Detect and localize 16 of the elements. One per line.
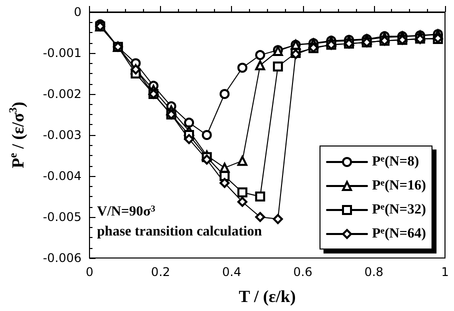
y-tick-label: -0.001 (42, 46, 82, 60)
y-tick-label: -0.006 (42, 251, 82, 265)
x-tick-label: 0.6 (293, 265, 312, 279)
y-tick-label: -0.004 (42, 169, 82, 183)
y-tick-label: -0.003 (42, 128, 82, 142)
y-tick-label: 0 (74, 5, 82, 19)
annotation: phase transition calculation (97, 224, 262, 240)
x-tick-label: 0.8 (364, 265, 384, 279)
x-tick-label: 1 (441, 265, 449, 279)
x-tick-label: 0 (86, 265, 94, 279)
y-tick-label: -0.005 (42, 210, 82, 224)
x-axis-title: T / (ε/k) (238, 287, 296, 306)
y-tick-label: -0.002 (42, 87, 82, 101)
y-axis-title: Pe / (ε/σ3) (8, 102, 28, 168)
x-tick-label: 0.2 (151, 265, 170, 279)
x-tick-label: 0.4 (222, 265, 242, 279)
